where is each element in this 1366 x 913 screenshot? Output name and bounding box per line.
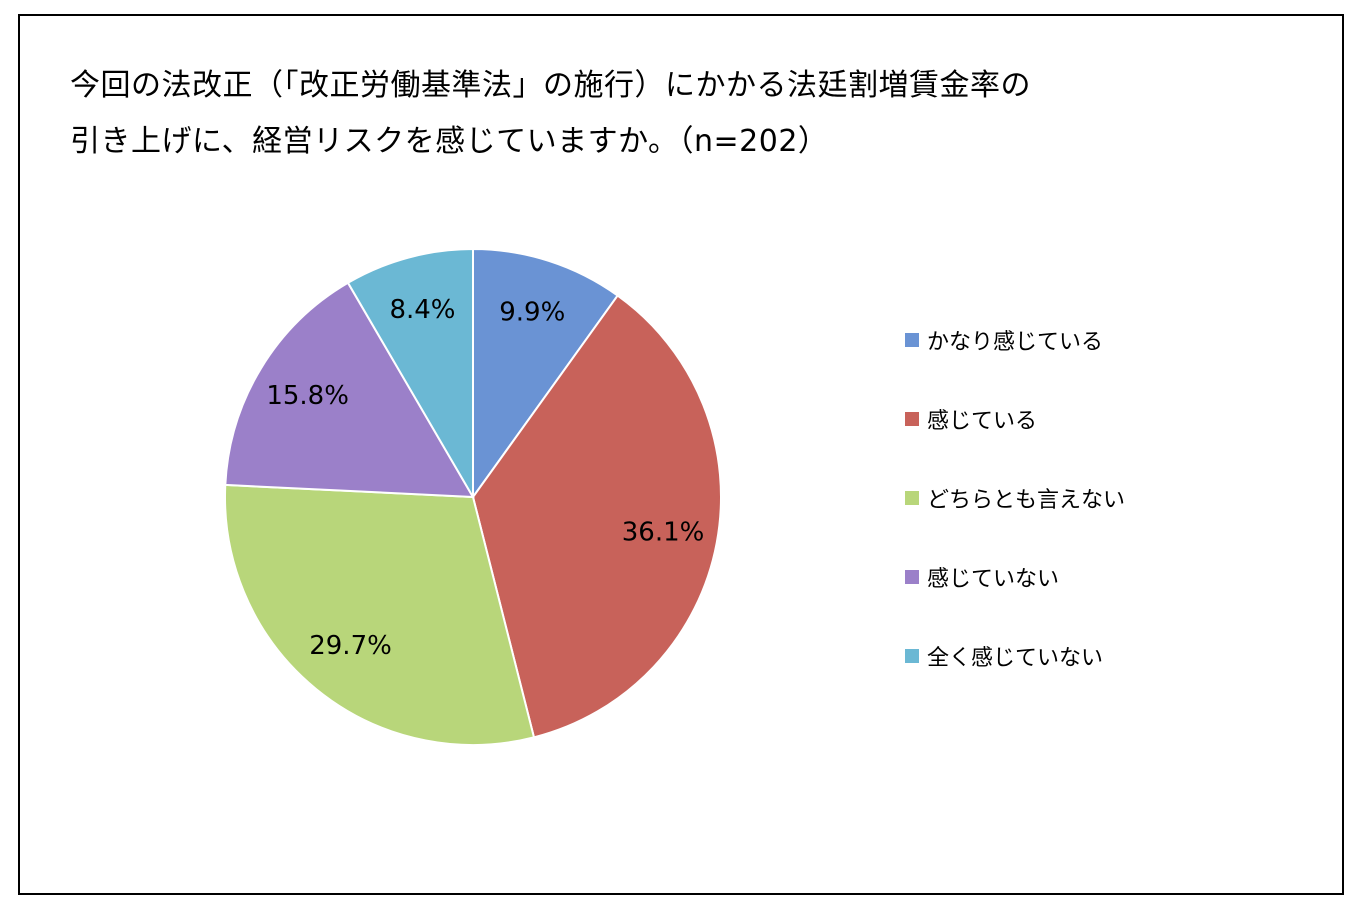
legend-label: 感じていない — [927, 566, 1060, 592]
pie-data-labels: 9.9% 36.1% 29.7% 15.8% 8.4% — [266, 295, 704, 661]
legend-item: 全く感じていない — [905, 616, 1125, 695]
pie-slice — [224, 483, 536, 746]
pie-slice — [472, 247, 620, 501]
legend-label: かなり感じている — [927, 329, 1104, 355]
pie-slices — [224, 247, 722, 746]
legend-item: 感じていない — [905, 537, 1125, 616]
pie-slice — [346, 247, 474, 501]
legend-swatch — [905, 332, 919, 347]
pie-data-label: 9.9% — [499, 297, 565, 327]
legend-label: どちらとも言えない — [927, 487, 1126, 513]
legend-item: かなり感じている — [905, 300, 1125, 379]
legend-swatch — [905, 648, 919, 663]
legend-swatch — [905, 490, 919, 505]
pie-data-label: 36.1% — [622, 517, 705, 547]
pie-slice — [224, 281, 475, 499]
pie-slice — [471, 294, 722, 739]
chart-title: 今回の法改正（「改正労働基準法」の施行）にかかる法廷割増賃金率の 引き上げに、経… — [70, 58, 1031, 170]
pie-data-label: 29.7% — [309, 631, 392, 661]
pie-data-label: 8.4% — [389, 295, 455, 325]
chart-title-line-2: 引き上げに、経営リスクを感じていますか。（n=202） — [70, 124, 829, 159]
legend-label: 感じている — [927, 408, 1038, 434]
chart-title-line-1: 今回の法改正（「改正労働基準法」の施行）にかかる法廷割増賃金率の — [70, 68, 1031, 103]
legend-swatch — [905, 411, 919, 426]
legend-item: どちらとも言えない — [905, 458, 1125, 537]
legend: かなり感じている 感じている どちらとも言えない 感じていない 全く感じていない — [905, 300, 1125, 695]
legend-item: 感じている — [905, 379, 1125, 458]
legend-label: 全く感じていない — [927, 645, 1104, 671]
legend-swatch — [905, 569, 919, 584]
pie-data-label: 15.8% — [266, 381, 349, 411]
